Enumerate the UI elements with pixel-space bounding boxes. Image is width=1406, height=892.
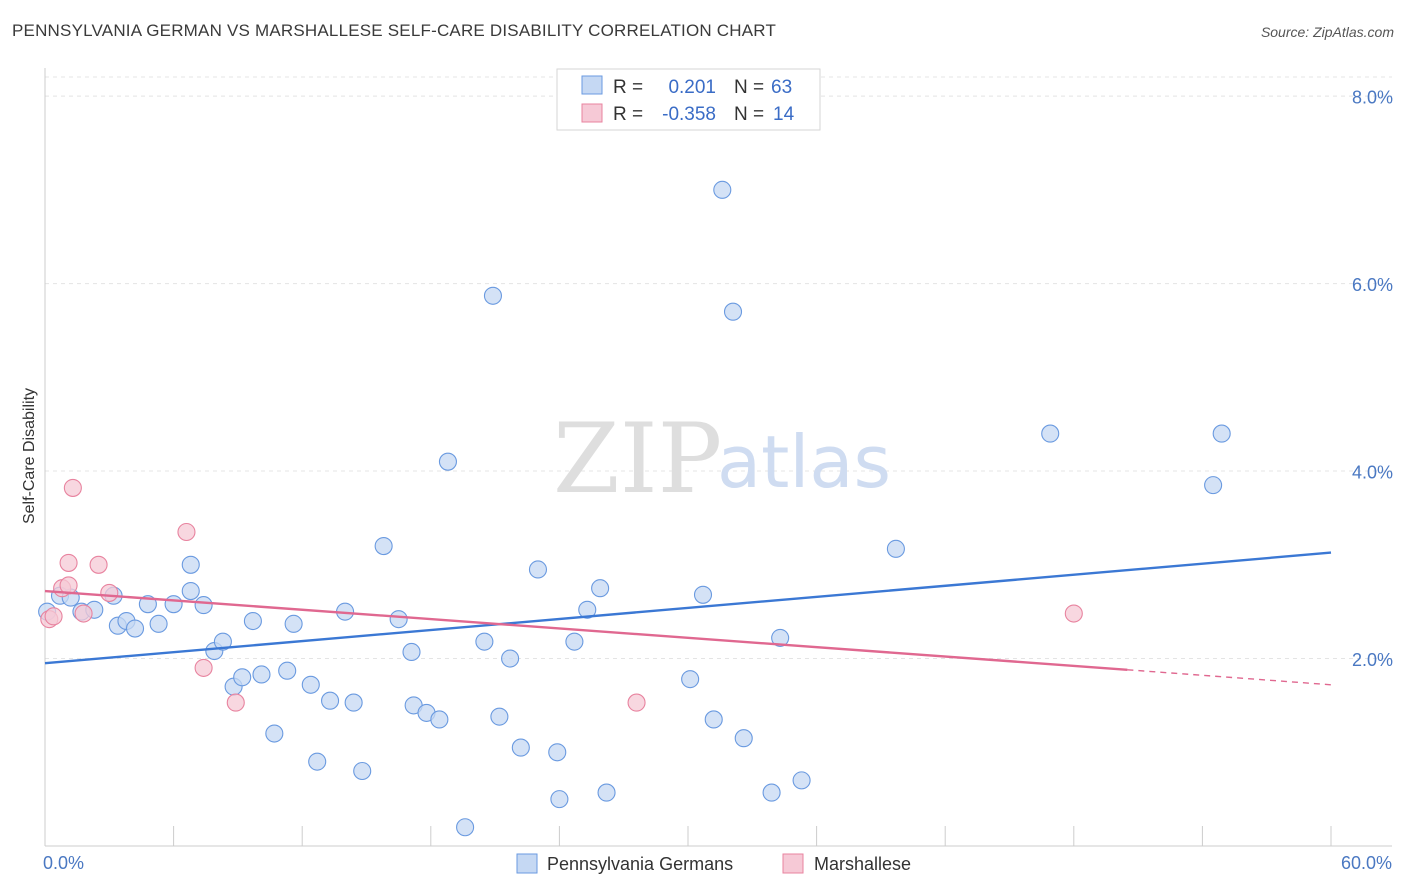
pennsylvania-germans-point-62 [1212,424,1231,443]
marshallese-point-8 [100,583,119,602]
pennsylvania-germans-point-31 [389,610,408,629]
marshallese-point-10 [194,658,213,677]
pennsylvania-germans-point-57 [771,628,790,647]
pennsylvania-germans-point-28 [344,693,363,712]
pennsylvania-germans-point-38 [475,632,494,651]
legend-n-label-0: N = [734,77,764,98]
pennsylvania-germans-point-35 [430,710,449,729]
marshallese-point-5 [63,478,82,497]
pennsylvania-germans-point-42 [511,738,530,757]
y-tick-label-8: 8.0% [1352,88,1393,108]
pennsylvania-germans-point-39 [483,286,503,305]
pennsylvania-germans-point-48 [591,579,610,598]
trend-line-marshallese [44,589,1128,671]
pennsylvania-germans-point-51 [693,585,713,604]
marshallese-point-6 [74,604,93,623]
y-tick-labels: 2.0% 4.0% 6.0% 8.0% [1352,88,1393,670]
pennsylvania-germans-point-20 [252,665,271,684]
marshallese-point-1 [44,607,63,626]
marshallese-point-11 [226,693,245,712]
pennsylvania-germans-point-49 [597,783,616,802]
pennsylvania-germans-point-44 [548,743,567,762]
y-tick-label-2: 2.0% [1352,650,1393,670]
pennsylvania-germans-point-13 [181,581,200,601]
marshallese-point-13 [1064,604,1083,623]
pennsylvania-germans-point-41 [501,649,520,668]
pennsylvania-germans-point-58 [792,771,811,790]
pennsylvania-germans-point-37 [456,818,475,837]
legend-box: R = 0.201 N = 63 R = -0.358 N = 14 [556,68,821,131]
pennsylvania-germans-point-60 [1041,424,1060,443]
series-marshallese [40,478,1083,712]
legend-n-label-1: N = [734,104,764,125]
pennsylvania-germans-point-24 [301,675,320,694]
gridlines [45,76,1392,660]
legend-n-value-0: 63 [771,77,792,98]
pennsylvania-germans-point-47 [578,600,597,619]
chart-source: Source: ZipAtlas.com [1260,24,1394,40]
pennsylvania-germans-point-53 [713,180,732,199]
pennsylvania-germans-point-54 [723,302,743,321]
marshallese-point-7 [89,555,108,574]
bottom-legend-swatch-pennsylvania-germans [516,853,538,874]
legend-swatch-marshallese [581,103,603,123]
pennsylvania-germans-point-23 [284,614,303,633]
y-axis-label: Self-Care Disability [21,388,38,524]
x-tick-marks [44,826,1332,846]
pennsylvania-germans-point-8 [125,619,145,638]
legend-r-value-0: 0.201 [668,77,716,98]
pennsylvania-germans-point-36 [438,452,457,471]
pennsylvania-germans-point-11 [164,595,183,614]
trend-line-marshallese-extension [1127,669,1332,686]
x-tick-label-min: 0.0% [43,853,84,873]
pennsylvania-germans-point-14 [194,596,213,615]
pennsylvania-germans-point-50 [681,670,700,689]
marshallese-point-9 [177,522,196,542]
legend-r-value-1: -0.358 [662,104,716,125]
y-tick-label-4: 4.0% [1352,463,1393,483]
watermark: ZIP atlas [553,403,891,515]
chart-title: PENNSYLVANIA GERMAN VS MARSHALLESE SELF-… [12,21,777,40]
bottom-legend-label-marshallese: Marshallese [814,854,911,874]
pennsylvania-germans-point-56 [762,783,781,802]
legend-n-value-1: 14 [773,104,795,125]
legend-swatch-pennsylvania-germans [581,75,603,95]
pennsylvania-germans-point-29 [353,761,372,781]
x-tick-label-max: 60.0% [1341,853,1392,873]
pennsylvania-germans-point-61 [1204,476,1223,495]
pennsylvania-germans-point-46 [565,632,584,651]
pennsylvania-germans-point-19 [243,611,262,631]
legend-r-label-0: R = [613,77,643,98]
trend-lines [44,551,1332,686]
pennsylvania-germans-point-32 [402,642,421,662]
y-tick-label-6: 6.0% [1352,275,1393,295]
pennsylvania-germans-point-18 [233,668,252,687]
bottom-legend: Pennsylvania Germans Marshallese [516,853,911,874]
pennsylvania-germans-point-10 [149,614,168,633]
watermark-zip: ZIP [553,403,722,515]
bottom-legend-label-pennsylvania-germans: Pennsylvania Germans [547,854,733,874]
pennsylvania-germans-point-26 [321,691,340,710]
pennsylvania-germans-point-59 [886,539,905,558]
pennsylvania-germans-point-22 [278,661,297,680]
marshallese-point-12 [627,693,646,712]
pennsylvania-germans-point-30 [374,536,393,556]
axes [44,68,1392,847]
pennsylvania-germans-point-55 [734,729,753,748]
pennsylvania-germans-point-43 [528,560,548,579]
trend-line-pennsylvania-germans [44,551,1332,665]
bottom-legend-swatch-marshallese [782,853,804,874]
legend-r-label-1: R = [613,104,643,125]
pennsylvania-germans-point-12 [181,555,200,574]
pennsylvania-germans-point-21 [265,724,284,743]
watermark-atlas: atlas [717,420,891,504]
marshallese-point-4 [59,553,78,572]
pennsylvania-germans-point-40 [490,707,509,726]
pennsylvania-germans-point-52 [704,710,723,729]
pennsylvania-germans-point-16 [213,632,232,651]
pennsylvania-germans-point-25 [308,752,327,771]
pennsylvania-germans-point-45 [550,790,569,809]
